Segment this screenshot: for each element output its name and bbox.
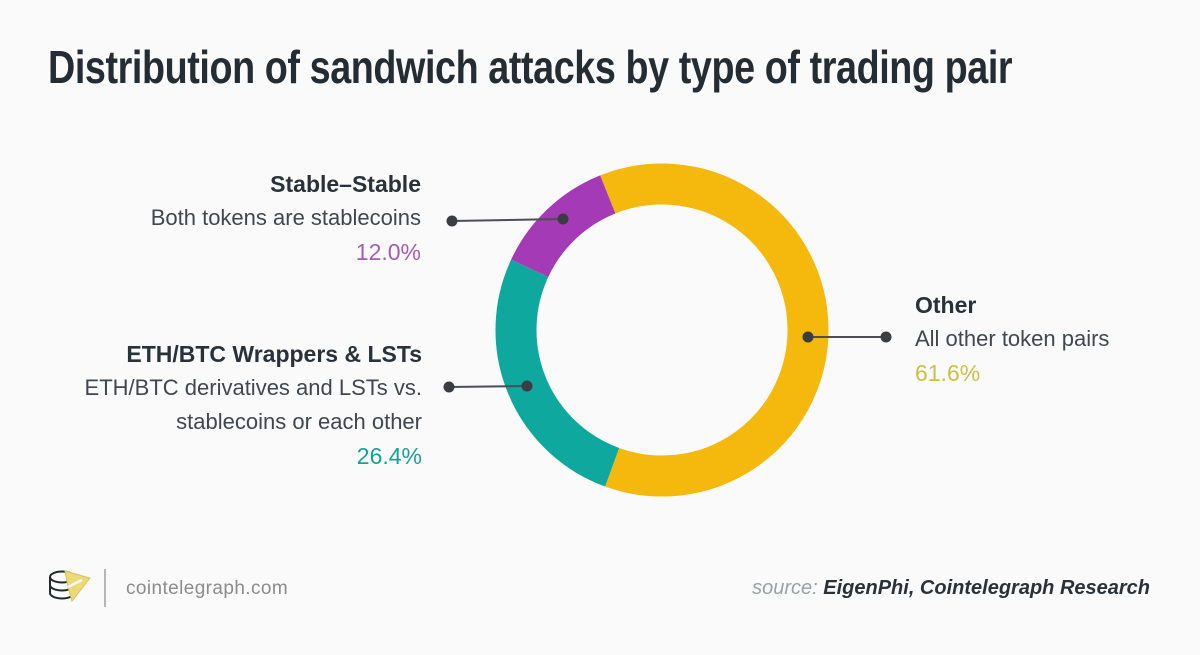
- footer-brand-text: cointelegraph.com: [126, 578, 289, 599]
- callout-label: ETH/BTC Wrappers & LSTs: [126, 341, 422, 367]
- page-title-text: Distribution of sandwich attacks by type…: [48, 41, 1013, 93]
- callout-description-line2: stablecoins or each other: [176, 409, 422, 434]
- donut-chart: [495, 163, 829, 497]
- callout-label: Stable–Stable: [270, 171, 421, 197]
- callout-other: Other All other token pairs 61.6%: [915, 288, 1175, 390]
- callout-ethbtc-wrappers: ETH/BTC Wrappers & LSTs ETH/BTC derivati…: [2, 337, 422, 473]
- callout-label: Other: [915, 292, 977, 318]
- donut-segment-stable-stable: [511, 175, 616, 278]
- source-names: EigenPhi, Cointelegraph Research: [823, 577, 1150, 599]
- callout-description: All other token pairs: [915, 326, 1110, 351]
- donut-segment-eth-btc-wrappers-lsts: [495, 259, 620, 487]
- donut-segment-other: [600, 163, 829, 497]
- callout-percentage: 61.6%: [915, 360, 981, 386]
- callout-description-line1: ETH/BTC derivatives and LSTs vs.: [84, 375, 422, 400]
- footer-divider: [104, 569, 106, 607]
- footer-source: source: EigenPhi, Cointelegraph Research: [752, 577, 1150, 600]
- page-title: Distribution of sandwich attacks by type…: [48, 40, 1200, 94]
- callout-percentage: 26.4%: [356, 443, 422, 469]
- callout-stable-stable: Stable–Stable Both tokens are stablecoin…: [41, 167, 421, 269]
- source-label: source:: [752, 577, 818, 599]
- callout-percentage: 12.0%: [355, 239, 421, 265]
- cointelegraph-logo-icon: [49, 570, 91, 603]
- callout-description: Both tokens are stablecoins: [150, 205, 421, 230]
